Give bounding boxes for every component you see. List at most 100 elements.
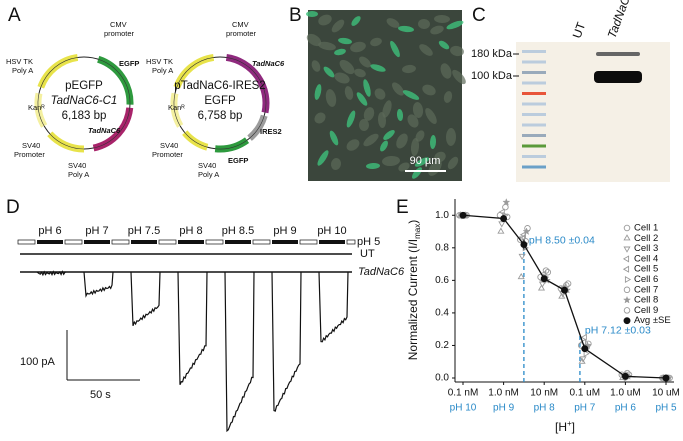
baseline-bar — [205, 239, 224, 245]
cell — [429, 135, 437, 149]
ladder-band — [522, 123, 546, 127]
plasmid-maps — [34, 53, 270, 153]
y-tick-label: 0.8 — [435, 242, 449, 253]
cell-point — [502, 197, 511, 206]
y-tick-label: 0.0 — [435, 373, 449, 384]
x-tick-sublabel: pH 10 — [450, 403, 477, 414]
cell-point — [518, 234, 526, 242]
legend-marker — [623, 286, 631, 294]
condition-bar — [272, 240, 298, 244]
cell — [318, 14, 332, 26]
lane-label: UT — [570, 20, 589, 40]
feature-label: TadNaC6 — [88, 126, 121, 135]
ladder-band — [522, 102, 546, 106]
cell — [418, 18, 430, 30]
cell — [445, 128, 457, 146]
ladder-band — [522, 92, 546, 95]
dose-response-chart: 0.0 0.2 0.4 0.6 0.8 1.0 0.1 nM pH 10 1.0 nM pH 9 1… — [435, 197, 680, 414]
condition-label: pH 7.5 — [128, 225, 160, 237]
legend-marker — [622, 295, 632, 304]
feature-outline — [173, 93, 181, 127]
cell — [377, 112, 387, 128]
x-axis-label: [H+] — [555, 419, 575, 434]
panel-letter: E — [396, 197, 409, 218]
feature-label: Poly A — [68, 170, 89, 179]
cell — [323, 66, 335, 78]
cell-point — [542, 267, 550, 274]
ladder — [522, 50, 546, 169]
x-tick-sublabel: pH 7 — [574, 403, 596, 414]
current-traces: pH 6 pH 7 pH 7.5 pH 8 pH 8.5 pH 9 pH 10 — [17, 225, 356, 433]
cell — [396, 133, 408, 149]
cell — [430, 25, 444, 35]
legend-label: Cell 2 — [634, 233, 658, 244]
ladder-band — [522, 165, 546, 169]
scale-label: 50 s — [90, 389, 111, 401]
baseline-bar — [17, 239, 36, 245]
legend-label: Cell 7 — [634, 284, 658, 295]
trace-label: TadNaC6 — [358, 266, 405, 278]
y-tick-label: 0.6 — [435, 275, 449, 286]
ladder-band — [522, 144, 546, 148]
cell — [350, 41, 366, 53]
cell-point — [564, 280, 572, 287]
condition-bar — [37, 240, 63, 244]
marker-label: 100 kDa — [471, 70, 513, 82]
cell — [382, 155, 400, 167]
average-line — [462, 214, 667, 379]
ladder-band — [522, 50, 546, 53]
cell — [334, 72, 350, 84]
cell — [339, 59, 355, 75]
cell — [346, 110, 356, 128]
baseline-bar — [158, 239, 177, 245]
baseline-bar — [64, 239, 83, 245]
legend-marker — [622, 255, 630, 263]
cell — [410, 138, 420, 156]
feature-label: Poly A — [198, 170, 219, 179]
cell — [325, 89, 337, 107]
cell — [425, 108, 437, 124]
average-point — [500, 215, 508, 222]
annotation: pH 8.50 ±0.04 — [529, 234, 595, 246]
feature-label: Promoter — [14, 150, 45, 159]
feature-outline — [184, 132, 208, 148]
cell — [334, 48, 346, 56]
feature-outline — [215, 139, 248, 150]
legend-label: Cell 5 — [634, 264, 658, 275]
legend-label: Avg ±SE — [634, 315, 671, 326]
baseline-bar — [299, 239, 318, 245]
current-response — [83, 271, 114, 298]
cell-point — [502, 203, 509, 211]
legend-label: Cell 9 — [634, 305, 658, 316]
current-response — [130, 271, 161, 327]
x-tick-label: 10 nM — [530, 388, 558, 399]
cell — [443, 91, 453, 103]
feature-outline — [49, 133, 85, 150]
legend-marker — [623, 224, 631, 232]
cell — [306, 33, 322, 47]
cell-point — [579, 356, 587, 363]
x-tick-label: 0.1 uM — [570, 388, 601, 399]
cell — [396, 109, 404, 121]
condition-label: pH 6 — [38, 225, 61, 237]
condition-bar — [178, 240, 204, 244]
trace-label: UT — [360, 248, 375, 260]
ladder-band — [522, 81, 546, 85]
cell-point — [537, 284, 546, 291]
lane-label: TadNaC6 — [605, 0, 635, 40]
cell — [351, 16, 361, 26]
plasmid-size: 6,183 bp — [62, 110, 107, 122]
x-axis-label-part: ] — [572, 420, 575, 434]
cell — [370, 64, 386, 72]
average-point — [621, 372, 629, 380]
feature-label: promoter — [104, 29, 135, 38]
cell — [317, 150, 329, 166]
cell — [338, 37, 352, 45]
feature-outline — [249, 115, 265, 139]
legend-label: Cell 6 — [634, 274, 658, 285]
cell — [383, 130, 395, 140]
cell-point — [518, 253, 526, 261]
annotation: pH 7.12 ±0.03 — [585, 324, 651, 336]
feature-outline — [40, 57, 78, 88]
ladder-band — [522, 113, 546, 116]
